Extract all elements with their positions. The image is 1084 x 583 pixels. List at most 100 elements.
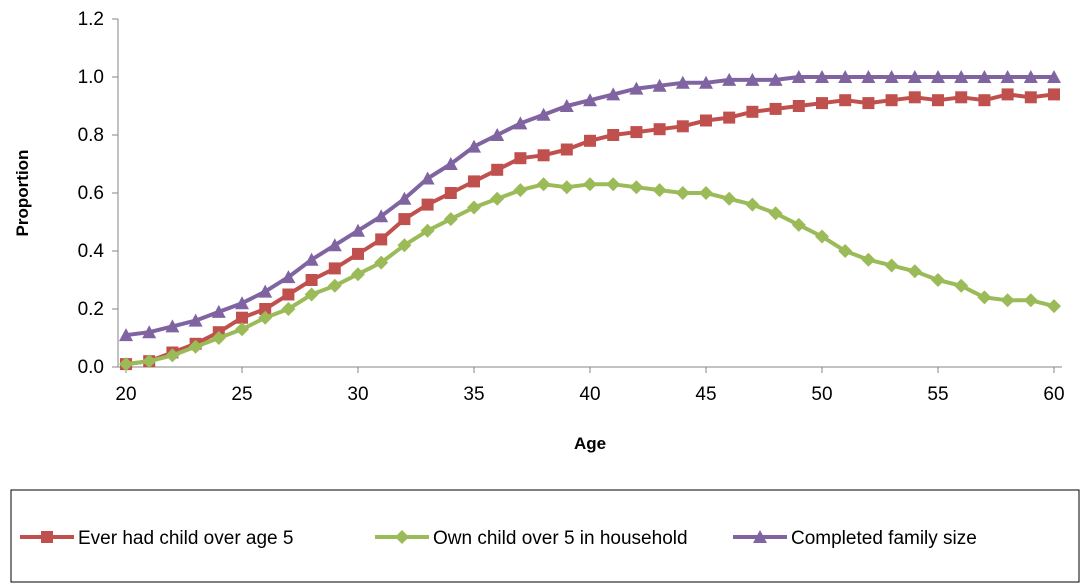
x-tick-label: 40 bbox=[579, 384, 600, 405]
legend-swatch-marker bbox=[41, 531, 53, 543]
data-point bbox=[978, 94, 991, 107]
data-point bbox=[977, 290, 992, 305]
data-point bbox=[629, 81, 644, 95]
data-point bbox=[630, 126, 643, 139]
data-point bbox=[815, 70, 829, 83]
data-point bbox=[816, 97, 828, 110]
data-point bbox=[188, 339, 203, 354]
data-point bbox=[235, 296, 249, 310]
data-point bbox=[955, 91, 968, 104]
data-point bbox=[328, 262, 341, 275]
data-point bbox=[514, 152, 527, 165]
y-axis-title: Proportion bbox=[13, 150, 32, 237]
data-point bbox=[907, 264, 922, 279]
data-point bbox=[699, 186, 713, 200]
data-point bbox=[1047, 70, 1061, 83]
data-point bbox=[791, 70, 806, 83]
data-point bbox=[351, 223, 365, 237]
y-tick-label: 0.8 bbox=[78, 125, 104, 146]
data-point bbox=[304, 287, 319, 302]
y-tick-label: 1.2 bbox=[78, 9, 104, 30]
x-tick-label: 25 bbox=[231, 384, 252, 405]
data-point bbox=[907, 70, 922, 83]
data-point bbox=[745, 197, 760, 212]
data-point bbox=[443, 212, 458, 227]
data-point bbox=[1000, 70, 1015, 83]
data-point bbox=[584, 134, 596, 147]
data-point bbox=[861, 70, 876, 83]
data-point bbox=[374, 209, 389, 223]
data-point bbox=[722, 72, 737, 86]
data-point bbox=[281, 302, 296, 316]
data-point bbox=[815, 229, 829, 244]
data-point bbox=[977, 70, 992, 83]
y-tick-labels: 0.0 0.2 0.4 0.6 0.8 1.0 1.2 bbox=[78, 9, 105, 378]
data-point bbox=[931, 273, 945, 287]
data-point bbox=[282, 288, 295, 301]
data-point bbox=[1000, 293, 1015, 308]
data-point bbox=[559, 180, 574, 195]
y-tick-label: 0.4 bbox=[78, 241, 105, 262]
legend-item: Ever had child over age 5 bbox=[20, 528, 293, 549]
data-point bbox=[652, 78, 667, 92]
data-point bbox=[954, 278, 969, 293]
data-point bbox=[236, 311, 248, 324]
data-point bbox=[559, 99, 574, 112]
data-point bbox=[653, 123, 666, 136]
legend-item: Completed family size bbox=[733, 528, 977, 549]
legend-label: Ever had child over age 5 bbox=[78, 528, 293, 549]
data-point bbox=[606, 177, 621, 192]
data-point bbox=[119, 357, 133, 372]
data-point bbox=[119, 328, 133, 342]
data-point bbox=[861, 252, 876, 267]
data-point bbox=[908, 91, 921, 104]
data-point bbox=[327, 278, 342, 293]
data-point bbox=[375, 233, 388, 246]
data-point bbox=[235, 322, 249, 337]
data-point bbox=[1048, 88, 1060, 101]
data-point bbox=[1024, 91, 1037, 104]
y-tick-label: 0.6 bbox=[78, 183, 104, 204]
data-point bbox=[467, 139, 481, 153]
data-point bbox=[583, 93, 597, 107]
data-point bbox=[258, 284, 273, 298]
data-point bbox=[374, 255, 389, 270]
data-point bbox=[142, 354, 157, 369]
y-tick-label: 0.0 bbox=[78, 357, 104, 378]
data-point bbox=[165, 319, 180, 333]
data-point bbox=[560, 143, 573, 156]
axes bbox=[112, 18, 1062, 373]
data-point bbox=[932, 94, 944, 107]
data-point bbox=[699, 75, 713, 89]
y-tick-label: 1.0 bbox=[78, 67, 104, 88]
data-point bbox=[490, 191, 505, 206]
data-point bbox=[629, 180, 644, 195]
data-point bbox=[259, 303, 272, 315]
series-2 bbox=[119, 177, 1061, 372]
legend: Ever had child over age 5 Own child over … bbox=[10, 489, 1080, 583]
data-point bbox=[352, 247, 364, 260]
x-tick-label: 45 bbox=[695, 384, 716, 405]
data-point bbox=[675, 75, 690, 89]
data-point bbox=[652, 183, 667, 198]
x-tick-label: 20 bbox=[115, 384, 136, 405]
data-point bbox=[211, 304, 226, 318]
data-point bbox=[188, 313, 203, 327]
data-point bbox=[537, 149, 550, 162]
data-point bbox=[258, 310, 273, 325]
data-point bbox=[862, 97, 875, 110]
data-point bbox=[536, 177, 551, 192]
data-point bbox=[305, 274, 318, 286]
data-point bbox=[397, 238, 412, 253]
data-point bbox=[513, 183, 528, 198]
data-point bbox=[931, 70, 945, 83]
data-point bbox=[443, 157, 458, 170]
data-point bbox=[676, 120, 689, 133]
data-point bbox=[491, 163, 504, 176]
data-point bbox=[722, 191, 737, 206]
data-point bbox=[304, 252, 319, 266]
data-point bbox=[723, 111, 736, 124]
data-point bbox=[838, 244, 853, 258]
data-point bbox=[211, 331, 226, 345]
